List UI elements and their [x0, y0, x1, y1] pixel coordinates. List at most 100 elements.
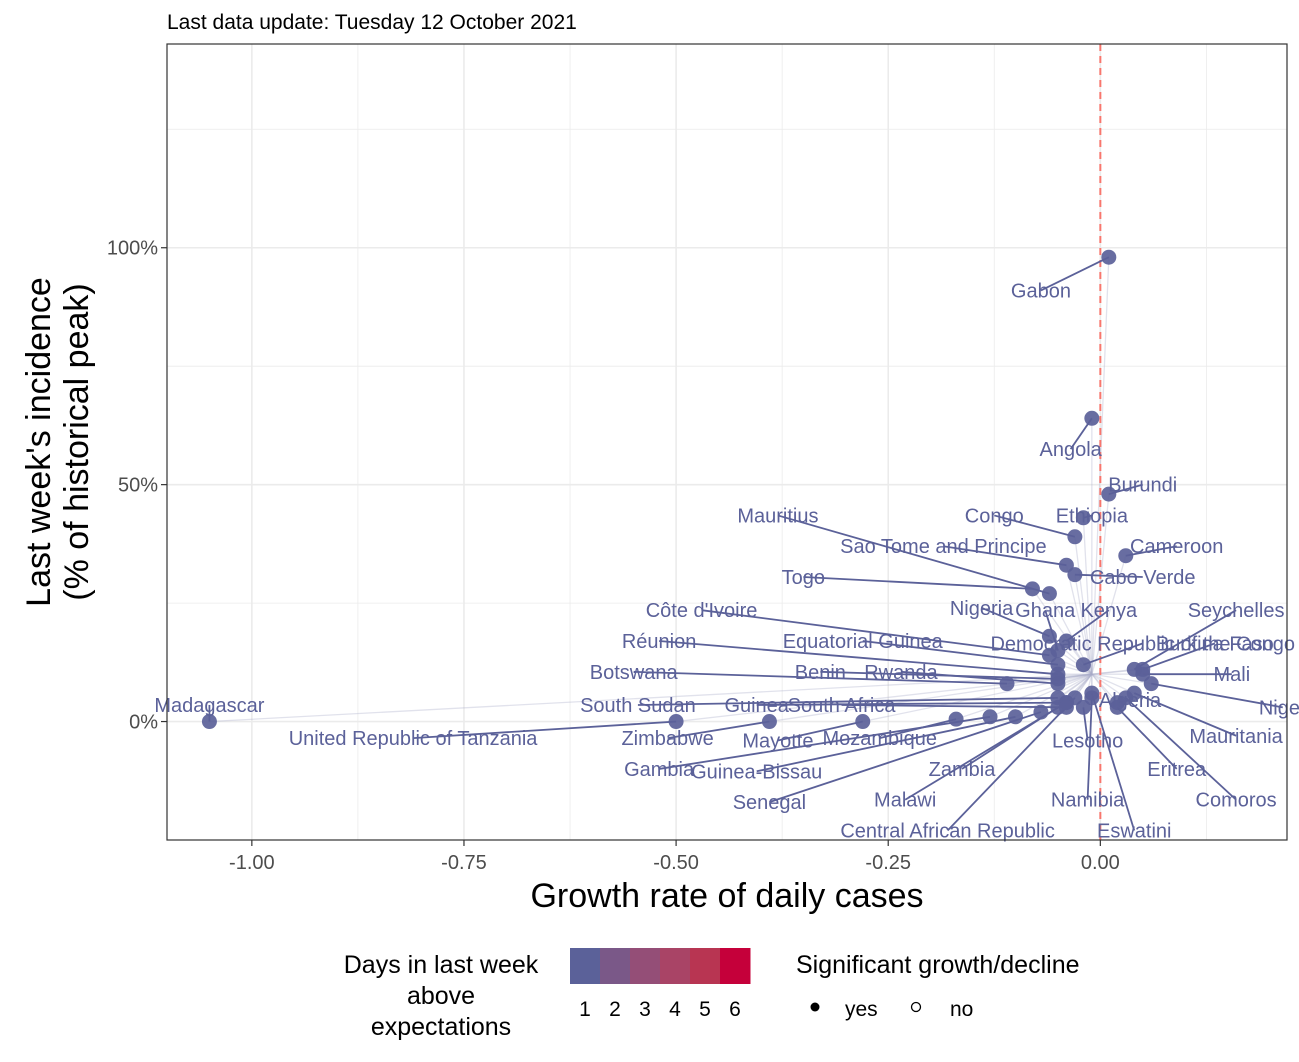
plot-border — [166, 43, 1288, 841]
country-label: South Africa — [788, 695, 897, 717]
data-point — [1041, 586, 1057, 602]
color-scale-label: 2 — [609, 998, 621, 1021]
plot-panel — [167, 44, 1287, 840]
leader-line — [667, 720, 770, 740]
country-label: Burkina Faso — [1156, 633, 1274, 655]
country-label: Lesotho — [1052, 731, 1123, 753]
country-label: Niger — [1259, 697, 1299, 719]
leader-line — [637, 696, 1058, 706]
data-point — [1109, 695, 1125, 711]
data-point — [1101, 486, 1117, 502]
trail-segment — [676, 673, 1092, 723]
x-tick-label: -0.75 — [441, 852, 487, 874]
chart-subtitle: Last data update: Tuesday 12 October 202… — [167, 11, 577, 34]
color-scale-label: 1 — [579, 998, 591, 1021]
country-label: Togo — [782, 567, 825, 589]
country-label: Mali — [1214, 664, 1251, 686]
leader-line — [769, 711, 1042, 803]
country-label: Rwanda — [864, 662, 938, 684]
country-label: Zambia — [929, 759, 997, 781]
trail-segment — [1082, 517, 1093, 675]
y-tick-label: 100% — [107, 238, 158, 260]
data-point — [1041, 628, 1057, 644]
data-point — [1126, 661, 1142, 677]
leader-line — [756, 715, 1016, 773]
country-label: Zimbabwe — [621, 728, 713, 750]
trail-segment — [1091, 673, 1152, 685]
x-tick-label: 0.00 — [1081, 852, 1120, 874]
leader-line — [777, 720, 863, 742]
leader-line — [756, 701, 1067, 706]
country-labels: Madagascar United Republic of Tanzania Zim… — [154, 280, 1299, 842]
leader-line — [994, 514, 1076, 538]
data-point — [201, 714, 217, 730]
leader-line — [943, 545, 1067, 567]
trail-segment — [989, 673, 1093, 718]
data-point — [668, 714, 684, 730]
leader-line — [633, 670, 1008, 685]
y-tick-label: 50% — [118, 475, 158, 497]
leader-line — [413, 720, 677, 740]
color-scale-swatch — [600, 948, 631, 984]
shape-legend-filled-marker — [810, 1002, 820, 1012]
x-tick-label: -0.50 — [653, 852, 699, 874]
country-label: Benin — [795, 662, 846, 684]
data-point — [1007, 709, 1023, 725]
data-point — [1050, 676, 1066, 692]
data-point — [1084, 685, 1100, 701]
data-points — [201, 249, 1159, 730]
leader-line — [1133, 692, 1237, 737]
trail-segment — [1074, 574, 1093, 675]
x-tick-label: -0.25 — [865, 852, 911, 874]
color-legend-title-line-1: Days in last week — [344, 951, 539, 979]
country-label: Gambia — [624, 759, 695, 781]
country-label: Burundi — [1108, 475, 1177, 497]
color-scale-label: 3 — [639, 998, 651, 1021]
data-point — [1041, 647, 1057, 663]
leader-line — [841, 704, 1067, 709]
country-label: Mozambique — [822, 728, 937, 750]
leader-line — [777, 514, 1050, 595]
leader-line — [1090, 692, 1136, 831]
color-scale-label: 6 — [729, 998, 741, 1021]
data-point — [1024, 581, 1040, 597]
data-point — [1033, 704, 1049, 720]
x-tick-label: -1.00 — [229, 852, 275, 874]
trail-segment — [1040, 673, 1093, 713]
country-label: Cabo Verde — [1090, 567, 1196, 589]
country-label: Botswana — [590, 662, 679, 684]
country-label: Kenya — [1080, 600, 1138, 622]
country-label: Réunion — [622, 631, 697, 653]
country-label: Eswatini — [1097, 821, 1171, 843]
country-label: United Republic of Tanzania — [289, 728, 539, 750]
country-label: Malawi — [874, 790, 936, 812]
trail-segment — [1074, 536, 1093, 675]
leader-line — [803, 576, 1033, 590]
country-label: Eritrea — [1147, 759, 1207, 781]
data-point — [1101, 249, 1117, 265]
x-axis-ticks: -1.00 -0.75 -0.50 -0.25 0.00 — [229, 840, 1120, 874]
data-point — [761, 714, 777, 730]
country-label: Côte d'Ivoire — [646, 600, 758, 622]
leader-line — [1074, 573, 1143, 578]
country-label: Mauritania — [1189, 726, 1283, 748]
country-label: Namibia — [1051, 790, 1125, 812]
leader-line — [900, 670, 1058, 685]
leader-line — [1125, 697, 1237, 801]
country-label: Seychelles — [1188, 600, 1285, 622]
leader-line — [1040, 256, 1110, 292]
country-label: Gabon — [1011, 280, 1071, 302]
color-legend-title-line-3: expectations — [371, 1013, 511, 1041]
leader-line — [1133, 609, 1237, 671]
y-tick-label: 0% — [129, 712, 158, 734]
leader-line — [1142, 642, 1216, 671]
country-label: Algeria — [1099, 690, 1162, 712]
data-point — [948, 711, 964, 727]
trail-segment — [1065, 565, 1093, 675]
color-scale-swatch — [630, 948, 661, 984]
data-point — [1067, 529, 1083, 545]
country-label: Ethiopia — [1056, 505, 1129, 527]
leader-line — [1125, 545, 1177, 557]
